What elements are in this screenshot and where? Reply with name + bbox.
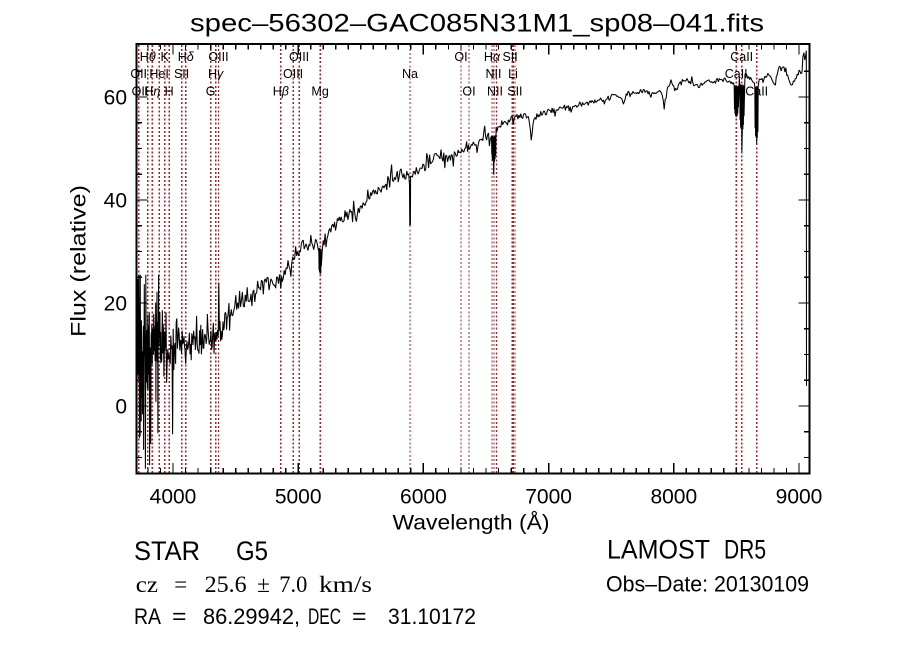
svg-text:CaII: CaII <box>725 67 748 81</box>
svg-text:NII: NII <box>486 67 502 81</box>
svg-text:RA: RA <box>134 604 161 629</box>
svg-text:STAR: STAR <box>134 536 200 566</box>
svg-text:Hα: Hα <box>484 50 501 64</box>
svg-text:DR5: DR5 <box>724 535 766 565</box>
svg-text:=: = <box>352 604 367 629</box>
svg-text:Flux (relative): Flux (relative) <box>68 185 91 337</box>
svg-text:spec–56302–GAC085N31M1_sp08–04: spec–56302–GAC085N31M1_sp08–041.fits <box>190 10 764 38</box>
svg-text:OII: OII <box>130 67 147 81</box>
svg-text:20: 20 <box>104 293 127 316</box>
svg-text:SII: SII <box>502 50 517 64</box>
svg-text:Hθ: Hθ <box>140 50 156 64</box>
svg-text:60: 60 <box>104 87 127 110</box>
svg-text:Hη: Hη <box>144 85 160 99</box>
svg-text:km/s: km/s <box>319 572 372 597</box>
svg-text:CaII: CaII <box>730 50 753 64</box>
svg-text:Wavelength (Å): Wavelength (Å) <box>393 512 550 535</box>
svg-text:SII: SII <box>174 67 189 81</box>
svg-text:OIII: OIII <box>289 50 309 64</box>
svg-text:4000: 4000 <box>150 486 197 509</box>
svg-text:25.6: 25.6 <box>205 572 247 597</box>
svg-text:Li: Li <box>508 67 518 81</box>
svg-text:Hβ: Hβ <box>273 85 289 99</box>
svg-text:cz: cz <box>136 572 158 597</box>
svg-text:HeI: HeI <box>149 67 168 81</box>
svg-text:8000: 8000 <box>650 486 697 509</box>
svg-text:H: H <box>165 85 174 99</box>
svg-text:NII: NII <box>487 85 503 99</box>
svg-text:5000: 5000 <box>275 486 322 509</box>
svg-text:G5: G5 <box>236 536 268 566</box>
svg-text:9000: 9000 <box>776 486 823 509</box>
svg-text:7.0: 7.0 <box>279 572 307 597</box>
svg-text:±: ± <box>257 572 270 597</box>
svg-text:Hδ: Hδ <box>178 50 195 64</box>
svg-text:31.10172: 31.10172 <box>388 604 476 629</box>
svg-text:7000: 7000 <box>525 486 572 509</box>
svg-text:Mg: Mg <box>311 85 328 99</box>
svg-text:OIII: OIII <box>208 50 228 64</box>
svg-text:K: K <box>161 50 170 64</box>
svg-text:OI: OI <box>462 85 475 99</box>
svg-text:SII: SII <box>507 85 522 99</box>
svg-text:Na: Na <box>402 67 418 81</box>
svg-text:6000: 6000 <box>400 486 447 509</box>
svg-text:OI: OI <box>454 50 467 64</box>
svg-text:=: = <box>172 604 187 629</box>
svg-text:G: G <box>206 85 216 99</box>
svg-text:86.29942,: 86.29942, <box>203 604 300 629</box>
svg-text:40: 40 <box>104 190 127 213</box>
svg-text:Obs–Date: 20130109: Obs–Date: 20130109 <box>606 572 809 597</box>
svg-text:0: 0 <box>115 396 127 419</box>
svg-text:OIII: OIII <box>283 67 303 81</box>
svg-text:LAMOST: LAMOST <box>607 535 710 565</box>
svg-text:Hγ: Hγ <box>208 67 224 81</box>
svg-text:=: = <box>174 572 187 597</box>
svg-text:DEC: DEC <box>308 604 341 629</box>
